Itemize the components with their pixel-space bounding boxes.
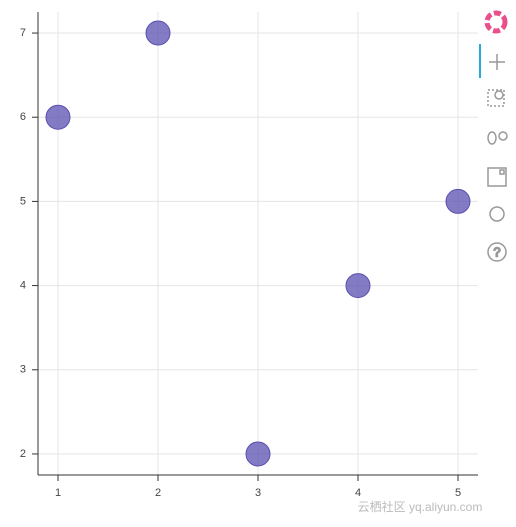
- point: [345, 273, 371, 299]
- y-tick-label: 5: [20, 195, 26, 207]
- x-tick-label: 5: [455, 487, 461, 499]
- pan-tool[interactable]: [489, 54, 505, 70]
- point: [245, 441, 271, 467]
- wheel-zoom-tool[interactable]: [487, 131, 508, 145]
- save-tool[interactable]: [487, 167, 507, 187]
- x-tick-label: 2: [155, 487, 161, 499]
- svg-text:?: ?: [493, 244, 500, 259]
- point: [145, 20, 171, 46]
- y-tick-label: 3: [20, 364, 26, 376]
- y-tick-label: 6: [20, 111, 26, 123]
- toolbar: ?: [479, 10, 508, 262]
- reset-tool[interactable]: [489, 206, 505, 222]
- y-tick-label: 7: [20, 27, 26, 39]
- y-tick-label: 4: [20, 279, 26, 291]
- y-tick-label: 2: [20, 448, 26, 460]
- help-tool[interactable]: ?: [487, 242, 507, 262]
- x-tick-label: 3: [255, 487, 261, 499]
- watermark: 云栖社区 yq.aliyun.com: [358, 499, 483, 514]
- point: [445, 188, 471, 214]
- x-tick-label: 4: [355, 487, 361, 499]
- bokeh-logo: [484, 10, 508, 34]
- x-tick-label: 1: [55, 487, 61, 499]
- point: [45, 104, 71, 130]
- box-zoom-tool[interactable]: [487, 89, 505, 107]
